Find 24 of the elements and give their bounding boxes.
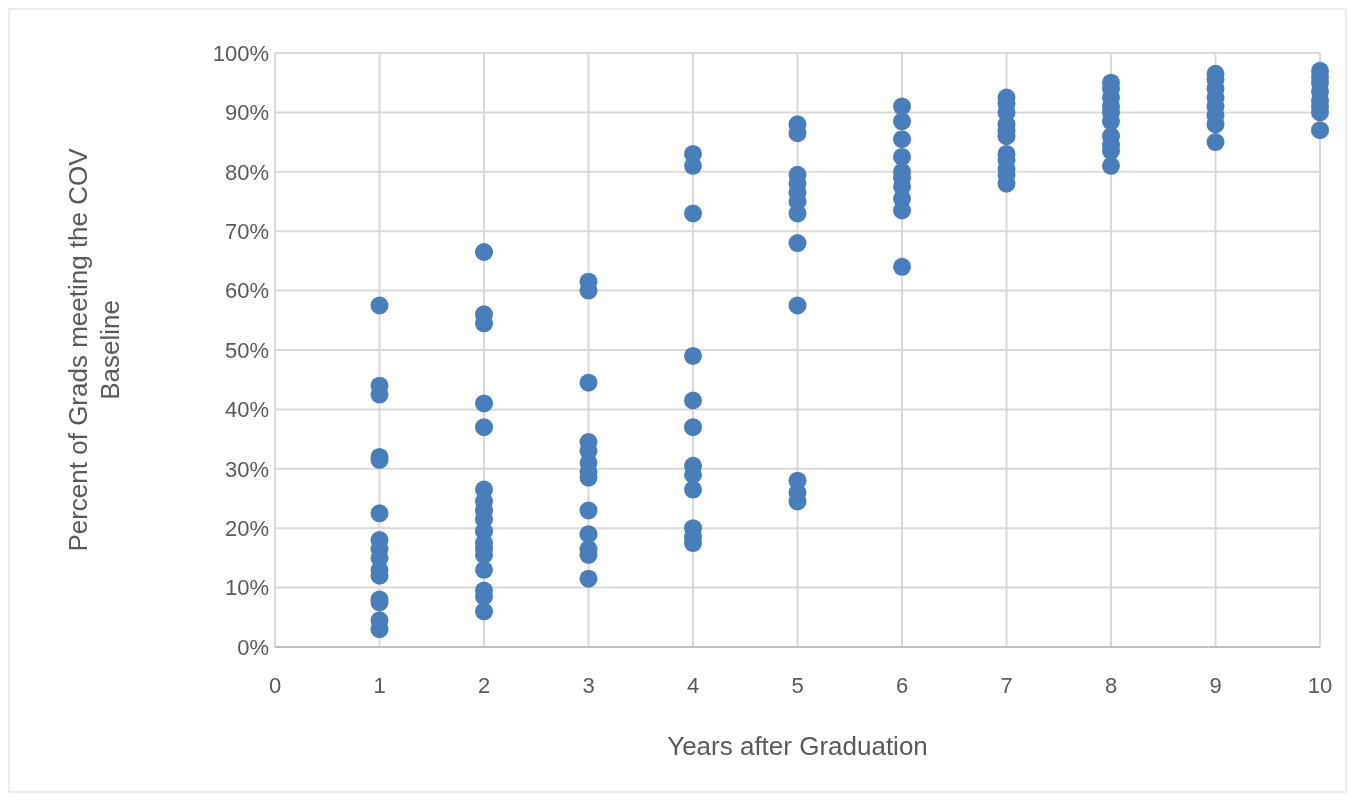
y-tick-label: 40% — [224, 397, 269, 423]
y-tick-label: 30% — [224, 456, 269, 482]
x-tick-label: 0 — [268, 673, 282, 698]
x-tick-label: 9 — [1209, 673, 1222, 698]
y-axis-title: Percent of Grads meeting the COV Baseline — [63, 147, 125, 552]
x-tick-label: 5 — [791, 673, 804, 698]
x-tick-label: 4 — [686, 673, 700, 698]
x-tick-label: 6 — [895, 673, 909, 698]
y-tick-label: 50% — [224, 337, 269, 363]
y-tick-label: 90% — [224, 100, 269, 126]
y-tick-label: 10% — [224, 575, 269, 601]
x-tick-label: 2 — [477, 673, 491, 698]
y-tick-label: 80% — [224, 159, 269, 185]
x-tick-label: 7 — [1000, 673, 1013, 698]
y-tick-label: 20% — [224, 515, 269, 541]
y-tick-label: 60% — [224, 278, 269, 304]
x-tick-label: 3 — [582, 673, 595, 698]
x-axis-title: Years after Graduation — [667, 731, 928, 761]
x-tick-label: 1 — [373, 673, 386, 698]
y-tick-label: 0% — [237, 634, 269, 660]
y-tick-label: 70% — [224, 218, 269, 244]
x-tick-label: 8 — [1104, 673, 1118, 698]
y-tick-label: 100% — [212, 40, 269, 66]
x-tick-label: 10 — [1307, 673, 1333, 698]
